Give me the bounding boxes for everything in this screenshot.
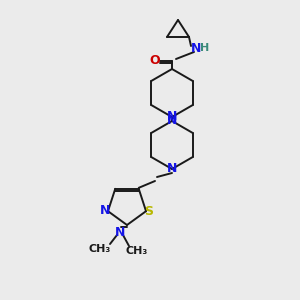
Text: N: N xyxy=(167,163,177,176)
Text: CH₃: CH₃ xyxy=(89,244,111,254)
Text: S: S xyxy=(145,205,154,218)
Text: CH₃: CH₃ xyxy=(126,246,148,256)
Text: N: N xyxy=(191,41,201,55)
Text: H: H xyxy=(200,43,210,53)
Text: N: N xyxy=(167,110,177,124)
Text: N: N xyxy=(167,115,177,128)
Text: N: N xyxy=(100,204,110,217)
Text: N: N xyxy=(115,226,125,238)
Text: O: O xyxy=(150,55,160,68)
